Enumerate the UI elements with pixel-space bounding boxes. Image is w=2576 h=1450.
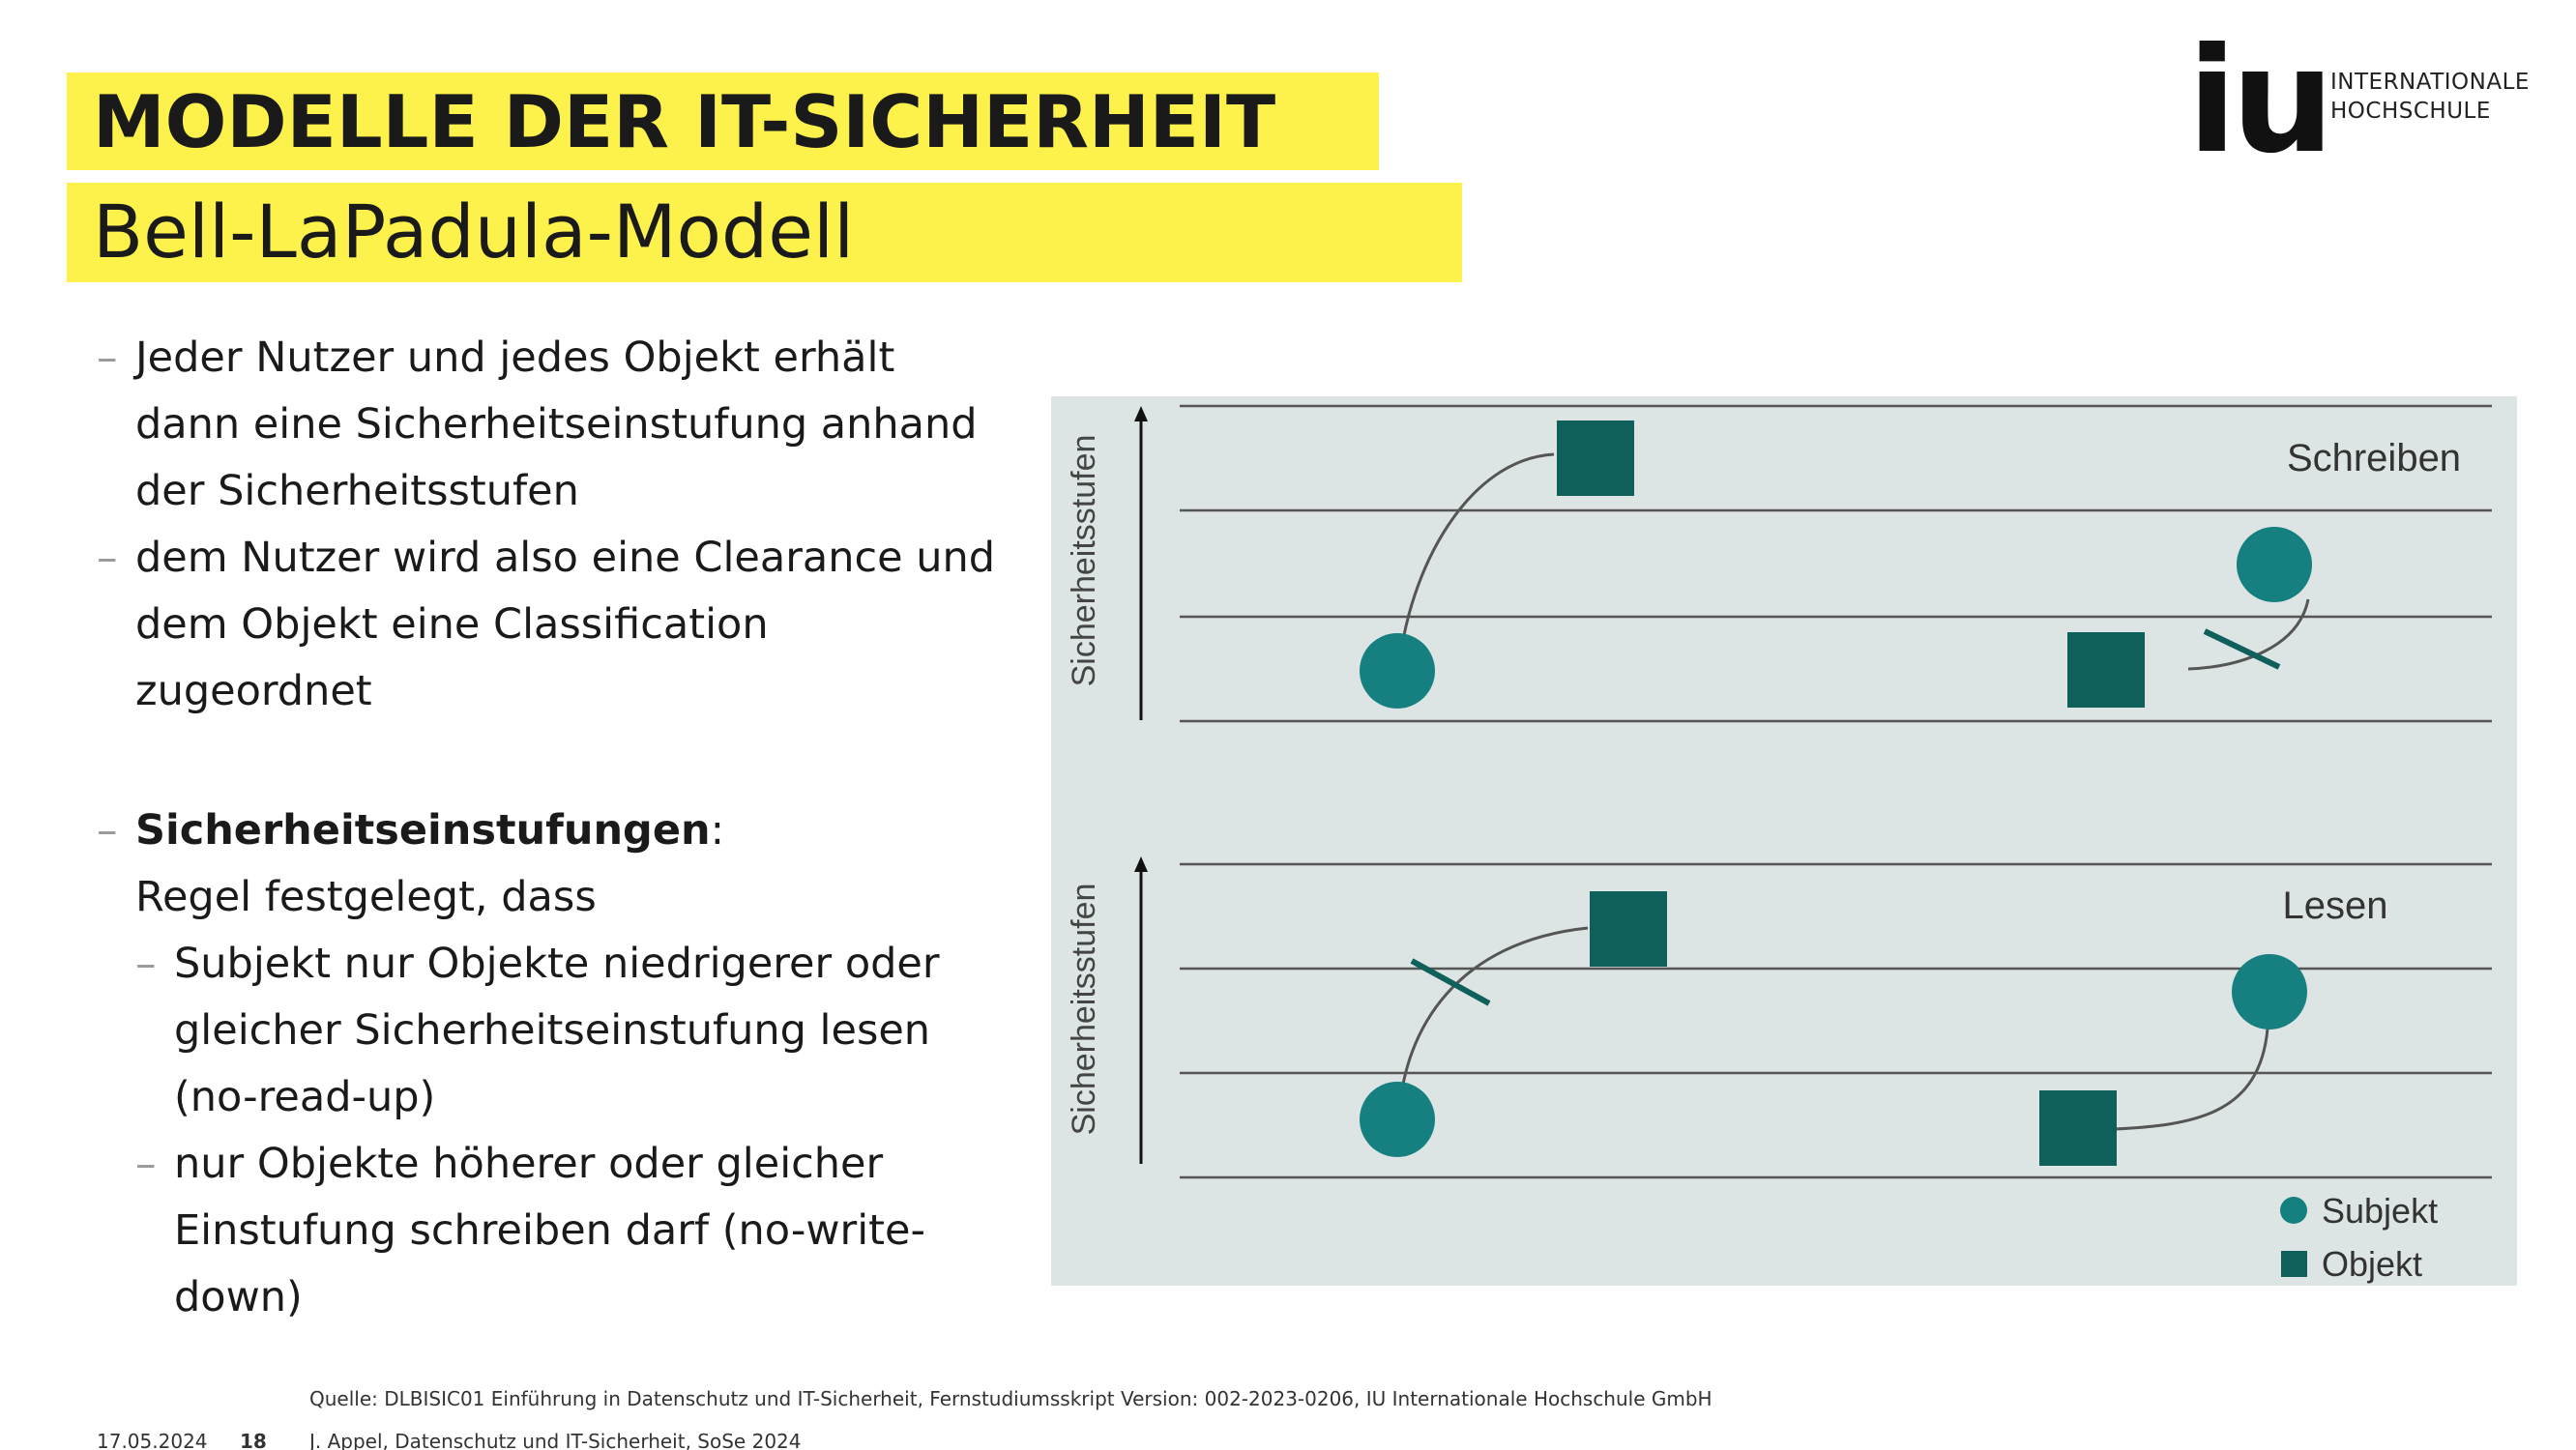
dash-marker: – xyxy=(97,806,118,855)
forbidden-write-arrow xyxy=(2187,598,2310,671)
legend-object-label: Objekt xyxy=(2322,1244,2422,1284)
sub-bullet-item: – nur Objekte höherer oder gleicher Eins… xyxy=(97,1131,996,1331)
object-square xyxy=(1557,420,1634,496)
sub-bullet-item: – Subjekt nur Objekte niedrigerer oder g… xyxy=(97,931,996,1131)
title-highlight xyxy=(67,72,1379,170)
axis-label: Sicherheitsstufen xyxy=(1066,435,1102,687)
bullet-item: – dem Nutzer wird also eine Clearance un… xyxy=(97,525,996,725)
slide-subtitle: Bell-LaPadula-Modell xyxy=(93,188,855,275)
page-number: 18 xyxy=(240,1430,267,1450)
panel-label: Lesen xyxy=(2283,884,2388,927)
object-square xyxy=(1590,891,1667,967)
legend-subject-icon xyxy=(2280,1197,2307,1224)
bullet-text: nur Objekte höherer oder gleicher Einstu… xyxy=(174,1140,926,1321)
allowed-write-arrow xyxy=(1397,452,1555,668)
bullet-text: Jeder Nutzer und jedes Objekt erhält dan… xyxy=(135,334,978,515)
source-citation: Quelle: DLBISIC01 Einführung in Datensch… xyxy=(309,1387,1712,1410)
bell-lapadula-diagram: Sicherheitsstufen Schreiben Sicherheitss… xyxy=(1051,396,2517,1286)
footer-date: 17.05.2024 xyxy=(97,1430,208,1450)
logo-line-2: HOCHSCHULE xyxy=(2330,99,2491,124)
panel-lesen: Sicherheitsstufen Lesen xyxy=(1066,856,2492,1179)
dash-marker: – xyxy=(97,534,118,582)
iu-logo: iu INTERNATIONALE HOCHSCHULE xyxy=(2187,17,2529,186)
bullet-bold-term: Sicherheitseinstufungen xyxy=(135,806,711,855)
subject-circle xyxy=(1360,633,1435,709)
footer-author: J. Appel, Datenschutz und IT-Sicherheit,… xyxy=(309,1430,802,1450)
bullet-item: – Jeder Nutzer und jedes Objekt erhält d… xyxy=(97,325,996,525)
forbidden-read-arrow xyxy=(1397,926,1589,1116)
blocked-mark xyxy=(1410,958,1491,1006)
legend-subject-label: Subjekt xyxy=(2322,1191,2438,1231)
bullet-text: Subjekt nur Objekte niedrigerer oder gle… xyxy=(174,940,940,1121)
bullet-item: – Sicherheitseinstufungen: Regel festgel… xyxy=(97,798,996,931)
subject-circle xyxy=(2232,954,2307,1030)
bullet-text: dem Nutzer wird also eine Clearance und … xyxy=(135,534,996,715)
panel-label: Schreiben xyxy=(2287,437,2461,479)
bullet-list: – Jeder Nutzer und jedes Objekt erhält d… xyxy=(97,325,996,1331)
subtitle-highlight xyxy=(67,183,1462,282)
subject-circle xyxy=(1360,1082,1435,1157)
logo-line-1: INTERNATIONALE xyxy=(2330,70,2530,95)
panel-schreiben: Sicherheitsstufen Schreiben xyxy=(1066,404,2492,723)
object-square xyxy=(2067,632,2145,708)
logo-mark: iu xyxy=(2187,17,2334,186)
axis-arrow-icon xyxy=(1134,406,1148,421)
legend-object-icon xyxy=(2281,1251,2307,1277)
axis-arrow-icon xyxy=(1134,856,1148,872)
slide-title: MODELLE DER IT-SICHERHEIT xyxy=(93,79,1276,164)
legend: Subjekt Objekt xyxy=(2280,1191,2438,1284)
dash-marker: – xyxy=(135,940,157,988)
bullet-text: : xyxy=(710,806,725,855)
diagram-svg: Sicherheitsstufen Schreiben Sicherheitss… xyxy=(1066,404,2492,1284)
bullet-text-line2: Regel festgelegt, dass xyxy=(135,873,597,921)
subject-circle xyxy=(2237,527,2312,602)
axis-label: Sicherheitsstufen xyxy=(1066,884,1102,1136)
blocked-mark xyxy=(2203,628,2281,670)
object-square xyxy=(2039,1090,2117,1166)
allowed-read-arrow xyxy=(2114,1028,2269,1131)
dash-marker: – xyxy=(97,334,118,382)
dash-marker: – xyxy=(135,1140,157,1188)
